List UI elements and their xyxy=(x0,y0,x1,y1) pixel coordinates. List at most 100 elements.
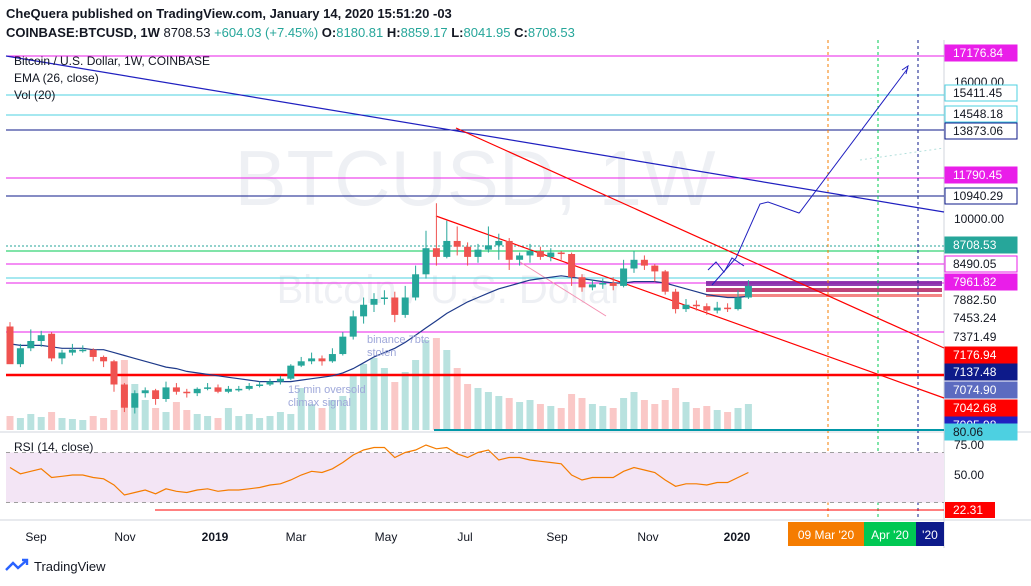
candle-body xyxy=(172,387,180,392)
volume-bar xyxy=(443,350,451,430)
candle xyxy=(620,259,628,288)
volume-bar xyxy=(516,402,524,430)
volume-bar xyxy=(412,360,420,430)
high-key: H: xyxy=(386,25,401,40)
legend-title: Bitcoin / U.S. Dollar, 1W, COINBASE xyxy=(14,54,210,68)
x-tick-label: May xyxy=(375,530,398,544)
candle-body xyxy=(27,341,35,349)
volume-bar xyxy=(453,368,461,430)
volume-bar xyxy=(287,414,295,430)
volume-bar xyxy=(391,382,399,430)
volume-bar xyxy=(672,388,680,430)
candle-body xyxy=(672,291,680,310)
price-label-text: 7882.50 xyxy=(953,293,997,307)
candle-body xyxy=(380,297,388,299)
candle xyxy=(339,332,347,356)
candle xyxy=(308,352,316,365)
price-label: 7074.90 xyxy=(944,381,1018,399)
symbol-label: COINBASE:BTCUSD, 1W xyxy=(6,25,160,40)
candle-body xyxy=(48,333,56,359)
watermark-small: Bitcoin / U.S. Dollar xyxy=(277,268,624,312)
volume-bar xyxy=(547,406,555,430)
candle-body xyxy=(703,306,711,311)
price-label: 17176.84 xyxy=(944,44,1018,62)
price-label-text: 7137.48 xyxy=(953,365,997,379)
candle xyxy=(630,251,638,273)
volume-bar xyxy=(599,406,607,430)
price-label-text: 7961.82 xyxy=(953,275,997,289)
price-label: 8490.05 xyxy=(944,255,1018,273)
volume-bar xyxy=(609,408,617,430)
volume-bar xyxy=(401,372,409,430)
candle-body xyxy=(16,348,24,365)
faded-dotted-line xyxy=(859,147,945,161)
price-label-text: 7074.90 xyxy=(953,383,997,397)
price-label: 10940.29 xyxy=(944,187,1018,205)
ohlc-line: COINBASE:BTCUSD, 1W 8708.53 +604.03 (+7.… xyxy=(6,23,1006,42)
volume-bar xyxy=(682,402,690,430)
price-label-text: 8708.53 xyxy=(953,238,997,252)
date-tag-box xyxy=(864,522,916,546)
candle xyxy=(328,348,336,363)
volume-bar xyxy=(27,414,35,430)
candle xyxy=(484,226,492,253)
volume-bar xyxy=(380,368,388,430)
price-label-text: 14548.18 xyxy=(953,107,1003,121)
candle xyxy=(453,226,461,256)
volume-bar xyxy=(16,418,24,430)
tradingview-footer[interactable]: TradingView xyxy=(4,558,106,574)
price-label-box xyxy=(944,166,1018,184)
price-label-text: 80.06 xyxy=(953,425,983,439)
candle xyxy=(16,343,24,368)
price-label-box xyxy=(944,236,1018,254)
candle xyxy=(505,238,513,270)
price-label-box xyxy=(944,44,1018,62)
support-zone xyxy=(706,281,942,286)
candle xyxy=(713,301,721,314)
price-label-box xyxy=(944,187,1018,205)
candle-body xyxy=(599,283,607,285)
volume-bar xyxy=(370,358,378,430)
price-label: 11790.45 xyxy=(944,166,1018,184)
candle xyxy=(703,303,711,315)
rsi-label-text: 22.31 xyxy=(953,503,983,517)
date-tag-text: Apr '20 xyxy=(871,528,909,542)
volume-bar xyxy=(432,338,440,430)
candle-body xyxy=(6,326,14,365)
volume-bar xyxy=(79,420,87,430)
x-tick-label: Mar xyxy=(286,530,307,544)
candle-body xyxy=(276,378,284,382)
volume-bar xyxy=(568,394,576,430)
price-label: 7176.94 xyxy=(944,346,1018,364)
candle xyxy=(204,383,212,391)
x-tick-label: 2020 xyxy=(724,530,751,544)
candle-body xyxy=(547,252,555,257)
candle-body xyxy=(661,271,669,292)
candle xyxy=(224,385,232,394)
candle xyxy=(547,248,555,262)
price-label: 15411.45 xyxy=(944,84,1018,102)
candle-body xyxy=(464,246,472,257)
price-label-text: 7371.49 xyxy=(953,330,997,344)
projection-zigzag xyxy=(707,257,745,273)
candle xyxy=(266,378,274,386)
candle xyxy=(6,322,14,365)
volume-bar xyxy=(474,388,482,430)
candle-body xyxy=(141,390,149,394)
candle xyxy=(360,297,368,324)
annotation-binance-line1: binance 7btc xyxy=(367,334,430,346)
volume-bar xyxy=(58,418,66,430)
candle xyxy=(672,288,680,314)
legend-rsi: RSI (14, close) xyxy=(14,440,93,454)
tradingview-brand: TradingView xyxy=(34,558,106,574)
candle xyxy=(162,381,170,402)
candle xyxy=(412,265,420,301)
candle xyxy=(588,280,596,291)
candle xyxy=(495,233,503,260)
candle-body xyxy=(422,248,430,275)
volume-bar xyxy=(713,410,721,430)
candle xyxy=(578,274,586,292)
candle xyxy=(651,264,659,282)
open-value: 8180.81 xyxy=(336,25,384,40)
